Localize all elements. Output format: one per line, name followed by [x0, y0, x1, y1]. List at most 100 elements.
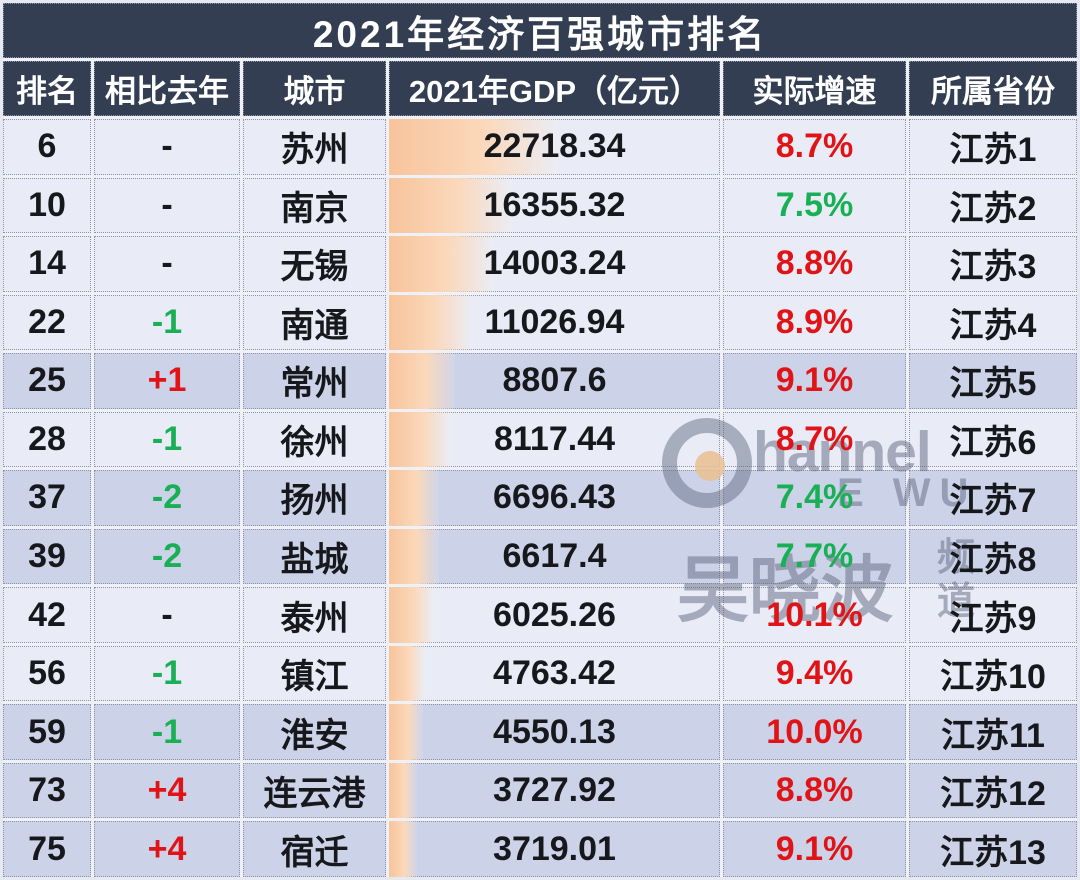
province-cell-28: 江苏6	[909, 411, 1077, 468]
change-cell-6: -	[94, 119, 240, 175]
gdp-cell-25: 8807.6	[389, 353, 720, 409]
gdp-bar	[389, 762, 417, 819]
gdp-bar	[389, 470, 440, 526]
gdp-cell-14: 14003.24	[389, 236, 720, 292]
header-growth: 实际增速	[723, 61, 906, 116]
gdp-bar	[389, 528, 439, 585]
growth-cell-25: 9.1%	[723, 353, 906, 409]
rank-cell-56: 56	[3, 645, 91, 702]
rank-cell-10: 10	[3, 177, 91, 234]
province-cell-37: 江苏7	[909, 470, 1077, 526]
gdp-cell-28: 8117.44	[389, 411, 720, 468]
province-cell-22: 江苏4	[909, 294, 1077, 351]
change-cell-73: +4	[94, 762, 240, 819]
city-cell-73: 连云港	[243, 762, 386, 819]
rank-cell-39: 39	[3, 528, 91, 585]
province-cell-39: 江苏8	[909, 528, 1077, 585]
gdp-bar	[389, 821, 417, 877]
growth-cell-56: 9.4%	[723, 645, 906, 702]
province-cell-14: 江苏3	[909, 236, 1077, 292]
table-title-text: 2021年经济百强城市排名	[312, 13, 768, 55]
ranking-table: 2021年经济百强城市排名 排名 相比去年 城市 2021年GDP（亿元） 实际…	[3, 3, 1077, 877]
growth-cell-75: 9.1%	[723, 821, 906, 877]
change-cell-75: +4	[94, 821, 240, 877]
change-cell-14: -	[94, 236, 240, 292]
gdp-bar	[389, 411, 450, 468]
gdp-bar	[389, 177, 512, 234]
province-cell-75: 江苏13	[909, 821, 1077, 877]
gdp-cell-6: 22718.34	[389, 119, 720, 175]
change-cell-22: -1	[94, 294, 240, 351]
gdp-cell-42: 6025.26	[389, 587, 720, 643]
table-title: 2021年经济百强城市排名	[3, 3, 1077, 58]
city-cell-56: 镇江	[243, 645, 386, 702]
gdp-cell-75: 3719.01	[389, 821, 720, 877]
province-cell-25: 江苏5	[909, 353, 1077, 409]
growth-cell-14: 8.8%	[723, 236, 906, 292]
header-province: 所属省份	[909, 61, 1077, 116]
growth-cell-6: 8.7%	[723, 119, 906, 175]
rank-cell-22: 22	[3, 294, 91, 351]
rank-cell-6: 6	[3, 119, 91, 175]
rank-cell-28: 28	[3, 411, 91, 468]
change-cell-10: -	[94, 177, 240, 234]
gdp-bar	[389, 587, 435, 643]
change-cell-25: +1	[94, 353, 240, 409]
growth-cell-10: 7.5%	[723, 177, 906, 234]
change-cell-59: -1	[94, 704, 240, 760]
gdp-cell-59: 4550.13	[389, 704, 720, 760]
header-rank: 排名	[3, 61, 91, 116]
gdp-cell-22: 11026.94	[389, 294, 720, 351]
change-cell-56: -1	[94, 645, 240, 702]
province-cell-73: 江苏12	[909, 762, 1077, 819]
gdp-cell-73: 3727.92	[389, 762, 720, 819]
gdp-bar	[389, 353, 456, 409]
city-cell-37: 扬州	[243, 470, 386, 526]
gdp-bar	[389, 645, 425, 702]
gdp-cell-39: 6617.4	[389, 528, 720, 585]
gdp-cell-37: 6696.43	[389, 470, 720, 526]
growth-cell-22: 8.9%	[723, 294, 906, 351]
province-cell-56: 江苏10	[909, 645, 1077, 702]
header-change: 相比去年	[94, 61, 240, 116]
rank-cell-42: 42	[3, 587, 91, 643]
growth-cell-59: 10.0%	[723, 704, 906, 760]
gdp-cell-56: 4763.42	[389, 645, 720, 702]
growth-cell-42: 10.1%	[723, 587, 906, 643]
header-gdp: 2021年GDP（亿元）	[389, 61, 720, 116]
growth-cell-37: 7.4%	[723, 470, 906, 526]
province-cell-42: 江苏9	[909, 587, 1077, 643]
change-cell-42: -	[94, 587, 240, 643]
rank-cell-75: 75	[3, 821, 91, 877]
gdp-bar	[389, 119, 560, 175]
rank-cell-59: 59	[3, 704, 91, 760]
gdp-cell-10: 16355.32	[389, 177, 720, 234]
city-cell-75: 宿迁	[243, 821, 386, 877]
city-cell-6: 苏州	[243, 119, 386, 175]
city-cell-59: 淮安	[243, 704, 386, 760]
city-cell-14: 无锡	[243, 236, 386, 292]
change-cell-39: -2	[94, 528, 240, 585]
gdp-bar	[389, 236, 495, 292]
city-cell-28: 徐州	[243, 411, 386, 468]
province-cell-59: 江苏11	[909, 704, 1077, 760]
rank-cell-14: 14	[3, 236, 91, 292]
gdp-bar	[389, 704, 424, 760]
rank-cell-73: 73	[3, 762, 91, 819]
city-cell-22: 南通	[243, 294, 386, 351]
city-cell-42: 泰州	[243, 587, 386, 643]
city-cell-10: 南京	[243, 177, 386, 234]
growth-cell-39: 7.7%	[723, 528, 906, 585]
city-cell-25: 常州	[243, 353, 386, 409]
gdp-bar	[389, 294, 472, 351]
change-cell-37: -2	[94, 470, 240, 526]
header-city: 城市	[243, 61, 386, 116]
rank-cell-37: 37	[3, 470, 91, 526]
province-cell-6: 江苏1	[909, 119, 1077, 175]
growth-cell-28: 8.7%	[723, 411, 906, 468]
province-cell-10: 江苏2	[909, 177, 1077, 234]
city-cell-39: 盐城	[243, 528, 386, 585]
rank-cell-25: 25	[3, 353, 91, 409]
growth-cell-73: 8.8%	[723, 762, 906, 819]
change-cell-28: -1	[94, 411, 240, 468]
